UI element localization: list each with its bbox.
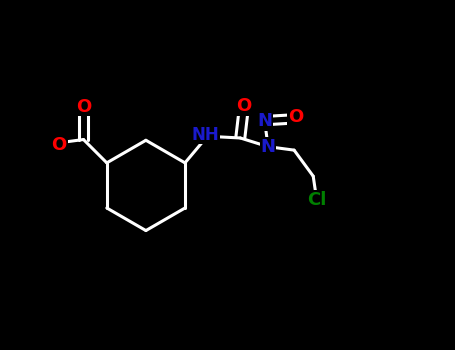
Text: N: N [257,112,272,130]
Text: O: O [236,97,252,115]
Text: Cl: Cl [307,191,326,209]
Text: O: O [51,136,67,154]
Text: O: O [288,108,303,126]
Text: NH: NH [192,126,219,144]
Text: N: N [261,138,276,156]
Text: O: O [76,98,91,116]
